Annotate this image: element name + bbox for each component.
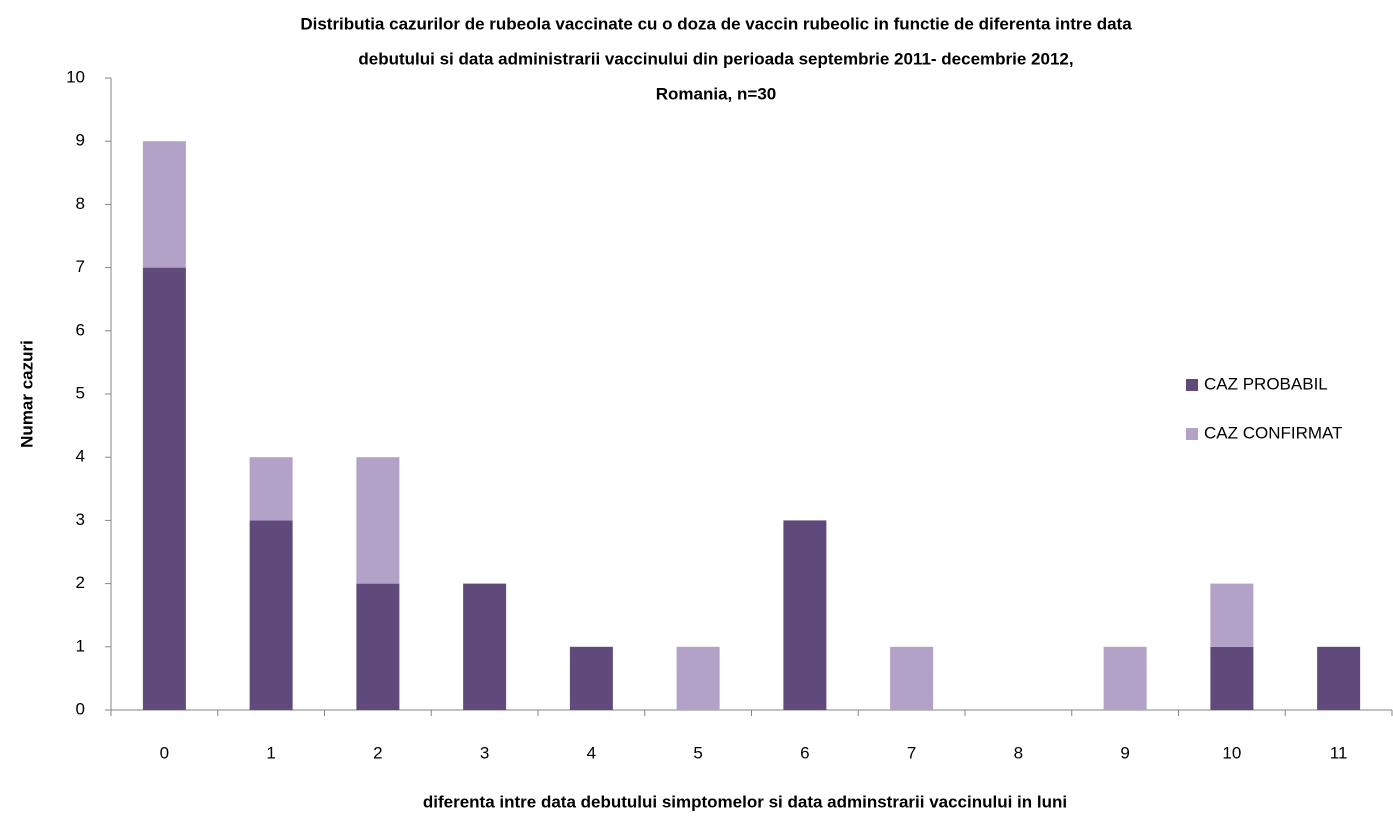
chart-title-line: Distributia cazurilor de rubeola vaccina… xyxy=(300,14,1132,33)
x-tick-label: 1 xyxy=(266,743,275,762)
x-tick-label: 11 xyxy=(1330,743,1348,762)
bar-segment xyxy=(569,646,613,710)
bar-segment xyxy=(249,457,293,521)
y-tick-label: 9 xyxy=(76,131,85,150)
bar-segment xyxy=(676,646,720,710)
legend-swatch xyxy=(1186,379,1198,391)
bar-segment xyxy=(890,646,934,710)
y-tick-label: 3 xyxy=(76,510,85,529)
chart-title-line: debutului si data administrarii vaccinul… xyxy=(358,49,1073,68)
x-tick-label: 3 xyxy=(480,743,489,762)
bar-segment xyxy=(142,141,186,268)
bar-segment xyxy=(463,583,507,710)
y-tick-label: 6 xyxy=(76,320,85,339)
x-tick-label: 0 xyxy=(160,743,169,762)
bar-segment xyxy=(356,457,400,584)
legend-label: CAZ PROBABIL xyxy=(1204,374,1328,393)
y-axis-label: Numar cazuri xyxy=(17,340,36,448)
bar-segment xyxy=(1317,646,1361,710)
x-tick-label: 4 xyxy=(587,743,596,762)
bar-segment xyxy=(249,520,293,710)
bar-segment xyxy=(356,583,400,710)
y-tick-label: 0 xyxy=(76,699,85,718)
x-axis-label: diferenta intre data debutului simptomel… xyxy=(423,792,1067,811)
x-tick-label: 7 xyxy=(907,743,916,762)
y-tick-label: 5 xyxy=(76,383,85,402)
chart-title-line: Romania, n=30 xyxy=(656,84,776,103)
bar-segment xyxy=(142,267,186,710)
x-tick-label: 10 xyxy=(1222,743,1241,762)
bar-segment xyxy=(1210,646,1254,710)
y-tick-label: 2 xyxy=(76,573,85,592)
y-tick-label: 7 xyxy=(76,257,85,276)
x-tick-label: 9 xyxy=(1120,743,1129,762)
y-tick-label: 8 xyxy=(76,194,85,213)
y-tick-label: 4 xyxy=(76,447,85,466)
bar-segment xyxy=(783,520,827,710)
legend-label: CAZ CONFIRMAT xyxy=(1204,423,1343,442)
y-tick-label: 10 xyxy=(66,67,85,86)
bar-segment xyxy=(1103,646,1147,710)
x-tick-label: 2 xyxy=(373,743,382,762)
legend-swatch xyxy=(1186,428,1198,440)
y-tick-label: 1 xyxy=(76,636,85,655)
bar-segment xyxy=(1210,583,1254,647)
x-tick-label: 8 xyxy=(1014,743,1023,762)
x-tick-label: 5 xyxy=(693,743,702,762)
x-tick-label: 6 xyxy=(800,743,809,762)
